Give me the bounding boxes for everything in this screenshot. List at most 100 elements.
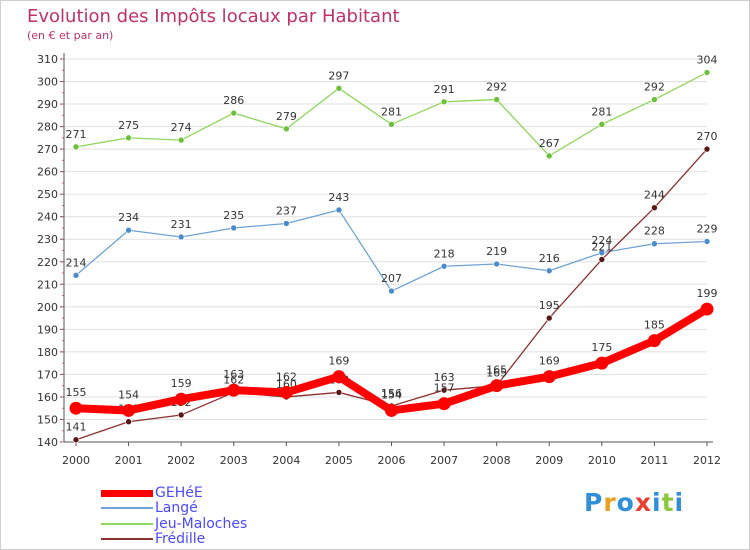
proxiti-logo: Proxiti [584,488,684,517]
data-point-jeu-maloches [703,69,711,76]
data-point-geh-e [385,403,398,417]
data-label-jeu-maloches: 292 [486,81,507,94]
data-label-jeu-maloches: 281 [381,105,402,118]
data-label-lang-: 218 [434,247,455,260]
legend-swatch-fredille [101,538,153,540]
x-tick-label: 2012 [693,454,721,467]
data-label-fr-dille: 221 [591,241,612,254]
data-label-lang-: 207 [381,272,402,285]
data-point-geh-e [595,356,609,370]
data-point-jeu-maloches [440,98,448,106]
data-point-jeu-maloches [72,143,80,151]
logo-letter: t [661,488,675,517]
data-label-jeu-maloches: 267 [539,137,560,150]
legend-label-lange: Langé [155,500,198,516]
data-label-geh-e: 169 [328,355,349,368]
data-point-lang- [703,238,711,245]
y-tick-label: 150 [37,413,58,426]
data-label-geh-e: 155 [66,386,87,399]
data-label-jeu-maloches: 274 [171,121,192,134]
data-point-lang- [177,233,185,241]
data-point-jeu-maloches [388,121,395,128]
data-label-lang-: 231 [171,218,192,231]
y-tick-label: 200 [37,301,58,314]
logo-letter: P [584,488,604,517]
data-point-jeu-maloches [598,121,606,128]
data-label-lang-: 216 [539,252,560,265]
data-label-fr-dille: 163 [434,371,455,384]
x-tick-label: 2011 [640,454,668,467]
data-point-geh-e [542,370,556,384]
data-label-fr-dille: 270 [697,130,718,143]
data-point-fr-dille [335,389,343,396]
data-label-jeu-maloches: 304 [697,54,718,67]
y-tick-label: 170 [37,368,58,381]
y-tick-label: 250 [37,188,58,201]
data-point-fr-dille [72,436,80,444]
y-tick-label: 190 [37,323,58,336]
x-tick-label: 2003 [220,454,248,467]
data-label-lang-: 229 [697,222,718,235]
data-point-geh-e [227,383,241,397]
legend-swatch-lange [101,507,153,509]
data-point-fr-dille [703,145,711,153]
data-label-lang-: 243 [328,191,349,204]
data-point-lang- [335,206,343,214]
logo-letter: r [603,488,617,517]
legend-item-gehee: GEHéE [101,485,203,501]
data-label-jeu-maloches: 279 [276,110,297,123]
data-label-geh-e: 154 [118,388,139,401]
legend-item-fredille: Frédille [101,531,205,547]
y-tick-label: 290 [37,98,58,111]
x-tick-label: 2004 [272,454,300,467]
data-point-jeu-maloches [177,136,185,144]
data-point-geh-e [332,370,346,384]
data-point-fr-dille [177,411,185,419]
data-point-fr-dille [598,256,606,263]
data-label-fr-dille: 195 [539,299,560,312]
data-label-lang-: 235 [223,209,244,222]
data-point-jeu-maloches [335,84,343,92]
y-tick-label: 280 [37,121,58,134]
y-tick-label: 230 [37,233,58,246]
legend-swatch-jeu-maloches [101,523,153,525]
data-point-lang- [388,287,395,295]
data-point-jeu-maloches [230,109,238,117]
y-tick-label: 310 [37,53,58,66]
x-tick-label: 2010 [588,454,616,467]
data-label-geh-e: 154 [381,388,402,401]
x-tick-label: 2007 [430,454,458,467]
y-tick-label: 140 [37,436,58,449]
data-point-lang- [598,249,606,257]
data-label-jeu-maloches: 281 [591,105,612,118]
legend-swatch-gehee [101,489,153,497]
data-label-geh-e: 165 [486,364,507,377]
legend-item-lange: Langé [101,500,198,516]
chart-subtitle: (en € et par an) [27,29,114,42]
data-point-geh-e [700,302,714,316]
data-label-jeu-maloches: 291 [434,83,455,96]
legend-item-jeu-maloches: Jeu-Maloches [101,516,248,532]
data-point-fr-dille [651,204,658,211]
x-tick-label: 2000 [62,454,90,467]
data-label-jeu-maloches: 297 [328,69,349,82]
data-label-geh-e: 199 [697,287,718,300]
chart-title: Evolution des Impôts locaux par Habitant [27,6,400,27]
data-point-lang- [125,226,132,234]
data-label-lang-: 228 [644,225,665,238]
x-tick-label: 2005 [325,454,353,467]
data-label-fr-dille: 162 [223,373,244,386]
y-tick-label: 300 [37,76,58,89]
data-point-jeu-maloches [545,152,553,160]
data-label-geh-e: 169 [539,355,560,368]
data-point-lang- [440,262,448,270]
legend-label-gehee: GEHéE [155,485,203,501]
data-label-lang-: 219 [486,245,507,258]
data-label-jeu-maloches: 286 [223,94,244,107]
legend-label-jeu-maloches: Jeu-Maloches [155,516,248,532]
data-point-lang- [283,220,290,227]
data-point-lang- [230,224,238,232]
data-label-fr-dille: 141 [66,421,87,434]
